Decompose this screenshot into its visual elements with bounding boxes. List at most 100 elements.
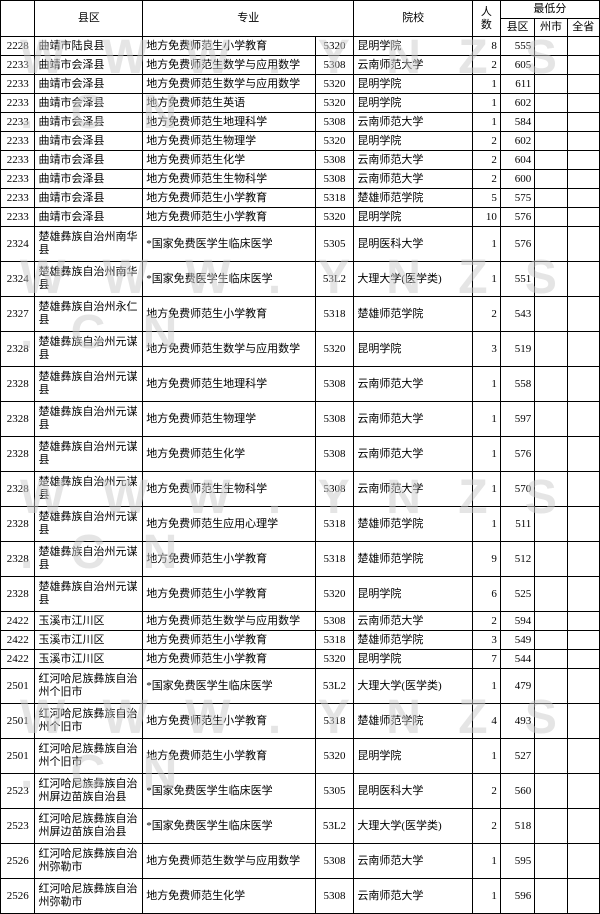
- cell-school: 楚雄师范学院: [354, 189, 473, 208]
- cell-district: 楚雄彝族自治州元谋县: [35, 367, 143, 402]
- cell-count: 3: [472, 631, 500, 650]
- cell-s1: 597: [500, 402, 534, 437]
- cell-district: 红河哈尼族彝族自治州个旧市: [35, 739, 143, 774]
- cell-s2: [535, 739, 567, 774]
- cell-s1: 602: [500, 132, 534, 151]
- cell-s1: 551: [500, 262, 534, 297]
- cell-id: 2422: [1, 612, 35, 631]
- cell-major: 地方免费师范生小学教育: [143, 631, 315, 650]
- cell-s3: [567, 631, 599, 650]
- cell-count: 2: [472, 151, 500, 170]
- cell-s2: [535, 75, 567, 94]
- cell-s1: 493: [500, 704, 534, 739]
- cell-count: 1: [472, 844, 500, 879]
- cell-major: 地方免费师范生生物科学: [143, 170, 315, 189]
- cell-id: 2422: [1, 631, 35, 650]
- cell-s2: [535, 227, 567, 262]
- cell-s1: 543: [500, 297, 534, 332]
- cell-district: 红河哈尼族彝族自治州个旧市: [35, 669, 143, 704]
- cell-count: 6: [472, 577, 500, 612]
- cell-s1: 570: [500, 472, 534, 507]
- cell-school: 昆明学院: [354, 577, 473, 612]
- cell-major: 地方免费师范生化学: [143, 879, 315, 914]
- cell-count: 10: [472, 208, 500, 227]
- cell-s1: 511: [500, 507, 534, 542]
- cell-district: 红河哈尼族彝族自治州个旧市: [35, 704, 143, 739]
- cell-count: 2: [472, 774, 500, 809]
- cell-school: 大理大学(医学类): [354, 809, 473, 844]
- cell-s3: [567, 208, 599, 227]
- cell-scode: 5308: [315, 56, 354, 75]
- cell-id: 2328: [1, 577, 35, 612]
- cell-id: 2526: [1, 844, 35, 879]
- cell-scode: 5308: [315, 472, 354, 507]
- cell-major: 地方免费师范生小学教育: [143, 542, 315, 577]
- cell-school: 云南师范大学: [354, 113, 473, 132]
- cell-s2: [535, 189, 567, 208]
- cell-s3: [567, 507, 599, 542]
- table-row: 2422玉溪市江川区地方免费师范生小学教育5320昆明学院7544: [1, 650, 600, 669]
- cell-count: 1: [472, 94, 500, 113]
- cell-scode: 5308: [315, 402, 354, 437]
- cell-s2: [535, 402, 567, 437]
- cell-s2: [535, 650, 567, 669]
- cell-scode: 5318: [315, 631, 354, 650]
- cell-scode: 5320: [315, 208, 354, 227]
- cell-s3: [567, 151, 599, 170]
- cell-school: 云南师范大学: [354, 151, 473, 170]
- cell-major: 地方免费师范生生物科学: [143, 472, 315, 507]
- cell-scode: 5305: [315, 774, 354, 809]
- cell-id: 2233: [1, 208, 35, 227]
- cell-scode: 5308: [315, 437, 354, 472]
- cell-s3: [567, 437, 599, 472]
- cell-school: 云南师范大学: [354, 367, 473, 402]
- cell-count: 1: [472, 262, 500, 297]
- cell-district: 楚雄彝族自治州永仁县: [35, 297, 143, 332]
- cell-s3: [567, 189, 599, 208]
- cell-major: 地方免费师范生小学教育: [143, 650, 315, 669]
- cell-district: 红河哈尼族彝族自治州弥勒市: [35, 844, 143, 879]
- cell-s3: [567, 402, 599, 437]
- cell-s2: [535, 262, 567, 297]
- cell-scode: 5318: [315, 297, 354, 332]
- cell-scode: 5320: [315, 75, 354, 94]
- cell-s1: 605: [500, 56, 534, 75]
- cell-school: 昆明学院: [354, 132, 473, 151]
- cell-major: *国家免费医学生临床医学: [143, 227, 315, 262]
- th-score-city: 州市: [535, 19, 567, 37]
- table-row: 2422玉溪市江川区地方免费师范生数学与应用数学5308云南师范大学2594: [1, 612, 600, 631]
- cell-s1: 512: [500, 542, 534, 577]
- cell-district: 红河哈尼族彝族自治州弥勒市: [35, 879, 143, 914]
- cell-district: 玉溪市江川区: [35, 631, 143, 650]
- cell-id: 2233: [1, 170, 35, 189]
- table-row: 2233曲靖市会泽县地方免费师范生生物科学5308云南师范大学2600: [1, 170, 600, 189]
- cell-count: 2: [472, 132, 500, 151]
- cell-scode: 53L2: [315, 262, 354, 297]
- cell-scode: 53L2: [315, 669, 354, 704]
- cell-s3: [567, 669, 599, 704]
- cell-s2: [535, 507, 567, 542]
- table-header: 县区 专业 院校 人数 最低分 县区 州市 全省: [1, 1, 600, 37]
- table-row: 2328楚雄彝族自治州元谋县地方免费师范生化学5308云南师范大学1576: [1, 437, 600, 472]
- cell-scode: 5308: [315, 113, 354, 132]
- cell-s3: [567, 367, 599, 402]
- cell-id: 2328: [1, 437, 35, 472]
- cell-id: 2328: [1, 332, 35, 367]
- table-row: 2501红河哈尼族彝族自治州个旧市地方免费师范生小学教育5318楚雄师范学院44…: [1, 704, 600, 739]
- cell-s3: [567, 844, 599, 879]
- cell-school: 云南师范大学: [354, 437, 473, 472]
- table-row: 2328楚雄彝族自治州元谋县地方免费师范生小学教育5318楚雄师范学院9512: [1, 542, 600, 577]
- cell-s3: [567, 262, 599, 297]
- cell-district: 楚雄彝族自治州元谋县: [35, 472, 143, 507]
- cell-s3: [567, 774, 599, 809]
- cell-school: 云南师范大学: [354, 844, 473, 879]
- cell-s3: [567, 94, 599, 113]
- table-row: 2328楚雄彝族自治州元谋县地方免费师范生小学教育5320昆明学院6525: [1, 577, 600, 612]
- cell-s1: 519: [500, 332, 534, 367]
- cell-count: 1: [472, 669, 500, 704]
- cell-s3: [567, 704, 599, 739]
- cell-id: 2501: [1, 704, 35, 739]
- cell-major: 地方免费师范生数学与应用数学: [143, 332, 315, 367]
- cell-count: 1: [472, 75, 500, 94]
- cell-scode: 5320: [315, 132, 354, 151]
